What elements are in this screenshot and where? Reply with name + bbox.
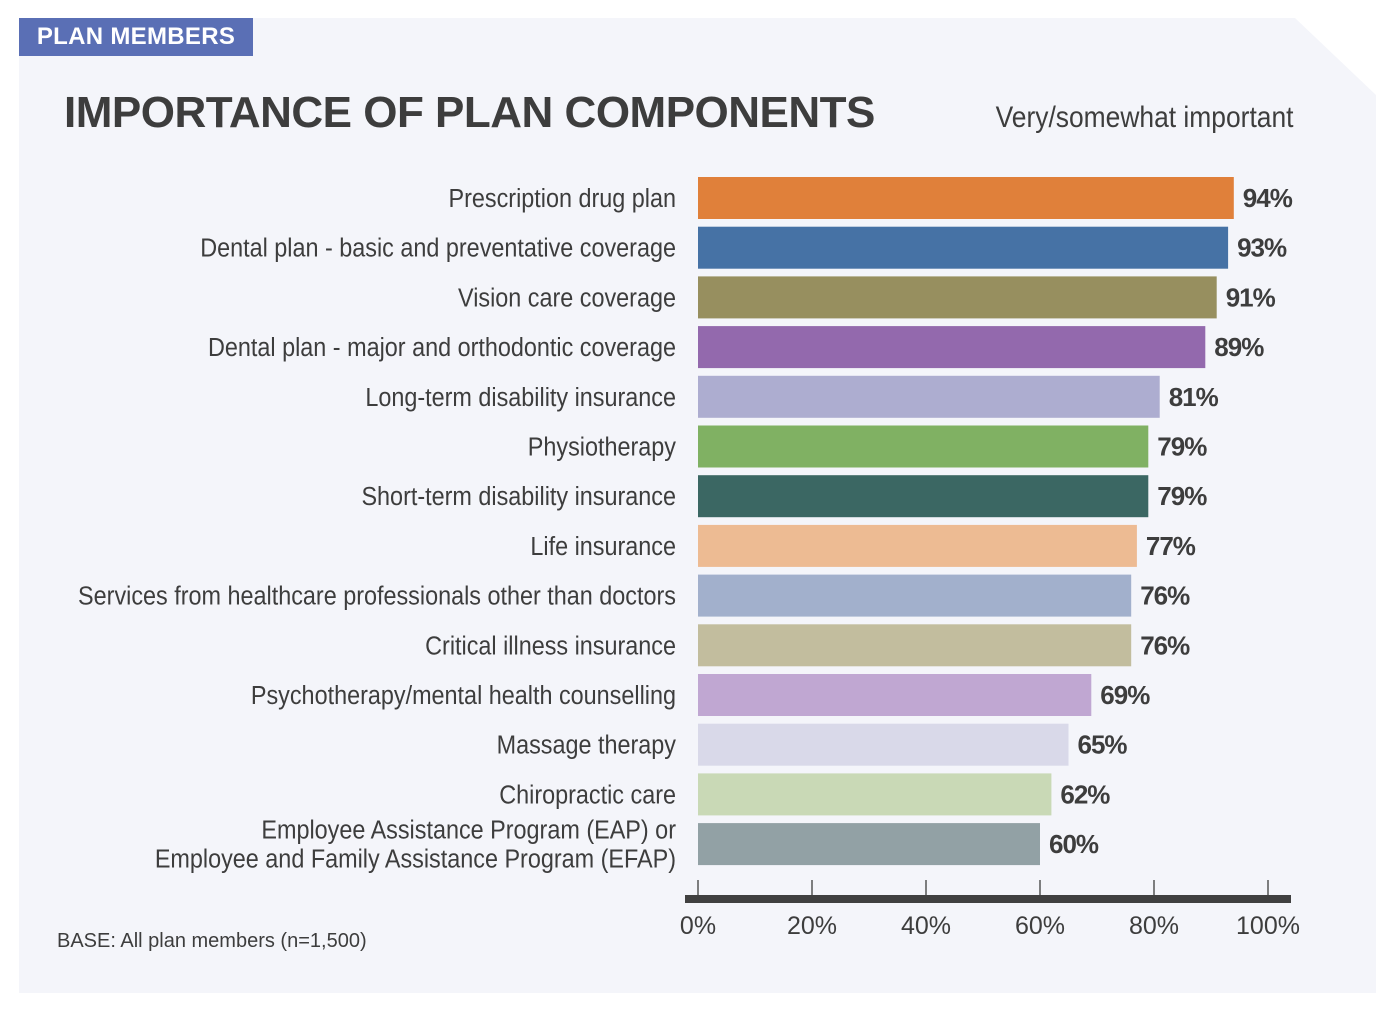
bar: [698, 773, 1052, 816]
category-label: Dental plan - basic and preventative cov…: [200, 235, 676, 263]
chart-title: IMPORTANCE OF PLAN COMPONENTS: [64, 88, 875, 137]
category-label: Long-term disability insurance: [365, 384, 676, 412]
category-label: Vision care coverage: [458, 284, 676, 312]
bar: [698, 674, 1092, 716]
bar: [698, 425, 1149, 468]
category-label: Psychotherapy/mental health counselling: [251, 682, 676, 710]
category-label: Prescription drug plan: [449, 185, 676, 213]
category-label: Life insurance: [530, 533, 676, 561]
bar: [698, 226, 1229, 269]
x-tick-label: 80%: [1129, 912, 1179, 940]
value-label: 76%: [1140, 581, 1190, 611]
bar: [698, 177, 1234, 219]
chart-subtitle: Very/somewhat important: [995, 101, 1293, 134]
category-label: Dental plan - major and orthodontic cove…: [208, 334, 676, 362]
value-label: 76%: [1140, 630, 1190, 660]
value-label: 89%: [1214, 332, 1264, 362]
category-label: Short-term disability insurance: [361, 483, 676, 511]
value-label: 91%: [1226, 282, 1276, 312]
category-label: Critical illness insurance: [425, 632, 676, 660]
x-axis-line: [685, 895, 1291, 903]
bar: [698, 326, 1206, 369]
x-tick-label: 40%: [901, 912, 951, 940]
bar: [698, 723, 1069, 766]
bar: [698, 276, 1217, 319]
value-label: 79%: [1157, 481, 1207, 511]
category-label: Chiropractic care: [499, 781, 676, 809]
value-label: 77%: [1146, 531, 1196, 561]
bar: [698, 823, 1040, 866]
value-label: 60%: [1049, 829, 1099, 859]
category-label: Employee Assistance Program (EAP) or: [261, 817, 676, 845]
x-tick-label: 100%: [1236, 912, 1300, 940]
value-label: 62%: [1060, 779, 1110, 809]
base-footnote: BASE: All plan members (n=1,500): [57, 930, 367, 952]
value-label: 79%: [1157, 432, 1207, 462]
bar: [698, 574, 1132, 617]
bar: [698, 524, 1137, 567]
section-tag: PLAN MEMBERS: [19, 18, 253, 56]
category-label: Massage therapy: [497, 732, 677, 760]
category-label: Employee and Family Assistance Program (…: [155, 846, 676, 874]
bar: [698, 624, 1132, 667]
x-tick-label: 20%: [787, 912, 837, 940]
bar: [698, 375, 1160, 418]
x-tick-label: 60%: [1015, 912, 1065, 940]
bar: [698, 475, 1149, 518]
value-label: 94%: [1243, 183, 1293, 213]
value-label: 65%: [1078, 730, 1128, 760]
x-tick-label: 0%: [680, 912, 716, 940]
value-label: 93%: [1237, 233, 1287, 263]
category-label: Services from healthcare professionals o…: [78, 583, 676, 611]
value-label: 69%: [1100, 680, 1150, 710]
category-label: Physiotherapy: [528, 433, 677, 461]
value-label: 81%: [1169, 382, 1219, 412]
